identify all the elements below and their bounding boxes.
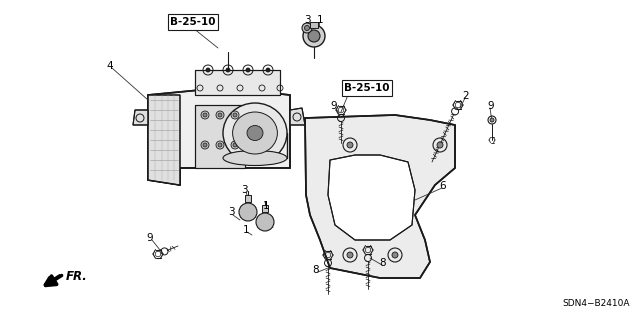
Polygon shape — [305, 115, 455, 278]
Text: 3: 3 — [228, 207, 234, 217]
Text: 1: 1 — [317, 15, 323, 25]
Ellipse shape — [223, 103, 287, 163]
Circle shape — [233, 113, 237, 117]
Polygon shape — [148, 95, 180, 185]
Text: B-25-10: B-25-10 — [170, 17, 216, 27]
Circle shape — [231, 141, 239, 149]
Bar — [310, 22, 318, 28]
Circle shape — [303, 25, 325, 47]
Ellipse shape — [232, 112, 277, 154]
Circle shape — [203, 143, 207, 147]
Circle shape — [233, 143, 237, 147]
Polygon shape — [328, 155, 415, 240]
Circle shape — [246, 68, 250, 72]
Ellipse shape — [223, 151, 287, 166]
Text: 4: 4 — [107, 61, 113, 71]
Text: 9: 9 — [331, 101, 337, 111]
Polygon shape — [195, 105, 245, 168]
Polygon shape — [133, 110, 148, 125]
Ellipse shape — [247, 125, 263, 140]
Circle shape — [305, 26, 310, 31]
Text: 1: 1 — [262, 201, 269, 211]
Bar — [245, 195, 251, 202]
Circle shape — [266, 68, 270, 72]
Text: 9: 9 — [488, 101, 494, 111]
Polygon shape — [148, 90, 290, 185]
Circle shape — [490, 118, 494, 122]
Circle shape — [231, 111, 239, 119]
Circle shape — [347, 142, 353, 148]
Text: SDN4−B2410A: SDN4−B2410A — [563, 299, 630, 308]
Polygon shape — [290, 108, 305, 125]
Circle shape — [302, 23, 312, 33]
Circle shape — [216, 141, 224, 149]
Text: 3: 3 — [241, 185, 247, 195]
Circle shape — [437, 142, 443, 148]
Bar — [262, 205, 268, 212]
Circle shape — [347, 252, 353, 258]
Text: 6: 6 — [440, 181, 446, 191]
Text: B-25-10: B-25-10 — [344, 83, 390, 93]
Circle shape — [201, 111, 209, 119]
Circle shape — [216, 111, 224, 119]
Circle shape — [218, 113, 222, 117]
Circle shape — [203, 113, 207, 117]
Circle shape — [226, 68, 230, 72]
Text: 8: 8 — [313, 265, 319, 275]
Text: 1: 1 — [243, 225, 250, 235]
Circle shape — [206, 68, 210, 72]
Circle shape — [218, 143, 222, 147]
Polygon shape — [195, 70, 280, 95]
Circle shape — [201, 141, 209, 149]
Text: 8: 8 — [380, 258, 387, 268]
Circle shape — [256, 213, 274, 231]
Text: 9: 9 — [147, 233, 154, 243]
Circle shape — [392, 252, 398, 258]
Text: FR.: FR. — [66, 270, 88, 283]
Circle shape — [239, 203, 257, 221]
Circle shape — [308, 30, 320, 42]
Text: 3: 3 — [304, 15, 310, 25]
Text: 2: 2 — [463, 91, 469, 101]
